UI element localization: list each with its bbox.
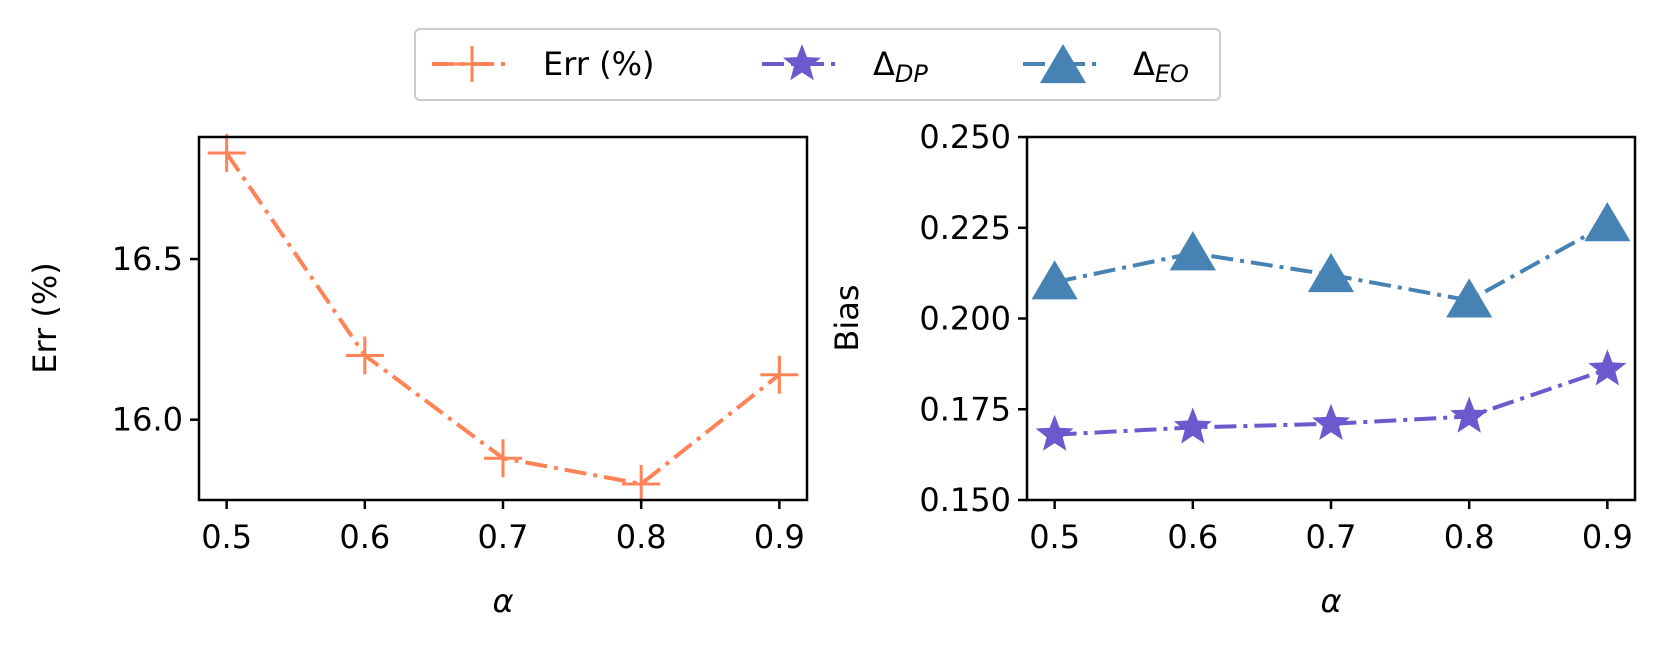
bias-plot-y-tick-label: 0.250 [919,118,1011,156]
data-point-triangle [1031,260,1078,300]
legend-sub-dp: DP [895,60,928,88]
data-point-triangle [1584,202,1631,242]
legend-label-dp: ΔDP [873,45,928,88]
bias-plot-x-tick-label: 0.7 [1306,518,1357,556]
bias-plot-y-tick-label: 0.150 [919,481,1011,519]
data-point-plus [622,464,661,503]
data-point-triangle [1307,252,1355,293]
bias-plot-y-tick-label: 0.225 [919,209,1011,247]
bias-plot-x-tick-label: 0.9 [1582,518,1633,556]
err-plot-x-ticks: 0.5 0.6 0.7 0.8 0.9 [201,500,805,556]
err-plot-x-label: α [492,582,513,620]
err-plot-y-tick-label: 16.5 [112,240,183,278]
legend-sub-eo: EO [1155,60,1189,88]
series-line-star [1054,367,1609,437]
bias-plot-y-tick-label: 0.200 [919,300,1011,338]
err-plot-x-tick-label: 0.5 [201,518,252,556]
triangle-marker-icon [1039,44,1087,84]
bias-plot-y-ticks: 0.150 0.175 0.200 0.225 0.250 [919,118,1027,519]
err-plot: 0.5 0.6 0.7 0.8 0.9 16.0 16.5 α Err (%) [26,134,809,620]
legend-delta-dp: Δ [873,45,895,83]
legend-delta-eo: Δ [1133,45,1155,83]
legend-entry-eo: ΔEO [1023,44,1189,88]
legend-label-eo: ΔEO [1133,45,1189,88]
bias-plot-y-label: Bias [828,284,866,351]
bias-plot-y-tick-label: 0.175 [919,390,1011,428]
bias-plot-x-tick-label: 0.6 [1167,518,1218,556]
err-plot-marks [207,134,799,503]
data-point-star [1450,396,1489,433]
plus-marker-icon [454,46,490,82]
err-plot-y-label: Err (%) [26,262,64,374]
data-point-plus [760,355,799,394]
err-plot-y-ticks: 16.0 16.5 [112,240,199,439]
err-plot-y-tick-label: 16.0 [112,401,183,439]
bias-plot-x-tick-label: 0.5 [1029,518,1080,556]
bias-plot-x-ticks: 0.5 0.6 0.7 0.8 0.9 [1029,500,1633,556]
data-point-star [1035,414,1074,451]
star-marker-icon [783,44,821,81]
bias-plot-x-label: α [1320,582,1341,620]
err-plot-x-tick-label: 0.7 [478,518,529,556]
legend: Err (%) ΔDP ΔEO [414,28,1221,101]
data-point-star [1173,407,1212,444]
legend-entry-dp: ΔDP [762,44,928,88]
bias-plot-x-tick-label: 0.8 [1444,518,1495,556]
err-plot-x-tick-label: 0.6 [339,518,390,556]
data-point-plus [207,134,246,173]
data-point-plus [345,336,384,375]
data-point-star [1588,349,1627,386]
err-plot-x-tick-label: 0.8 [616,518,667,556]
bias-plot-marks [1031,202,1631,451]
data-point-plus [484,439,522,478]
bias-plot-frame [1025,135,1637,502]
legend-label-err: Err (%) [543,45,655,83]
legend-entry-err: Err (%) [432,45,655,83]
data-point-triangle [1169,231,1216,271]
series-line-plus [224,151,781,487]
data-point-triangle [1446,278,1493,318]
data-point-star [1312,403,1350,440]
err-plot-x-tick-label: 0.9 [754,518,805,556]
bias-plot: 0.5 0.6 0.7 0.8 0.9 0.150 0.175 0.200 0.225 0.25… [828,118,1637,620]
